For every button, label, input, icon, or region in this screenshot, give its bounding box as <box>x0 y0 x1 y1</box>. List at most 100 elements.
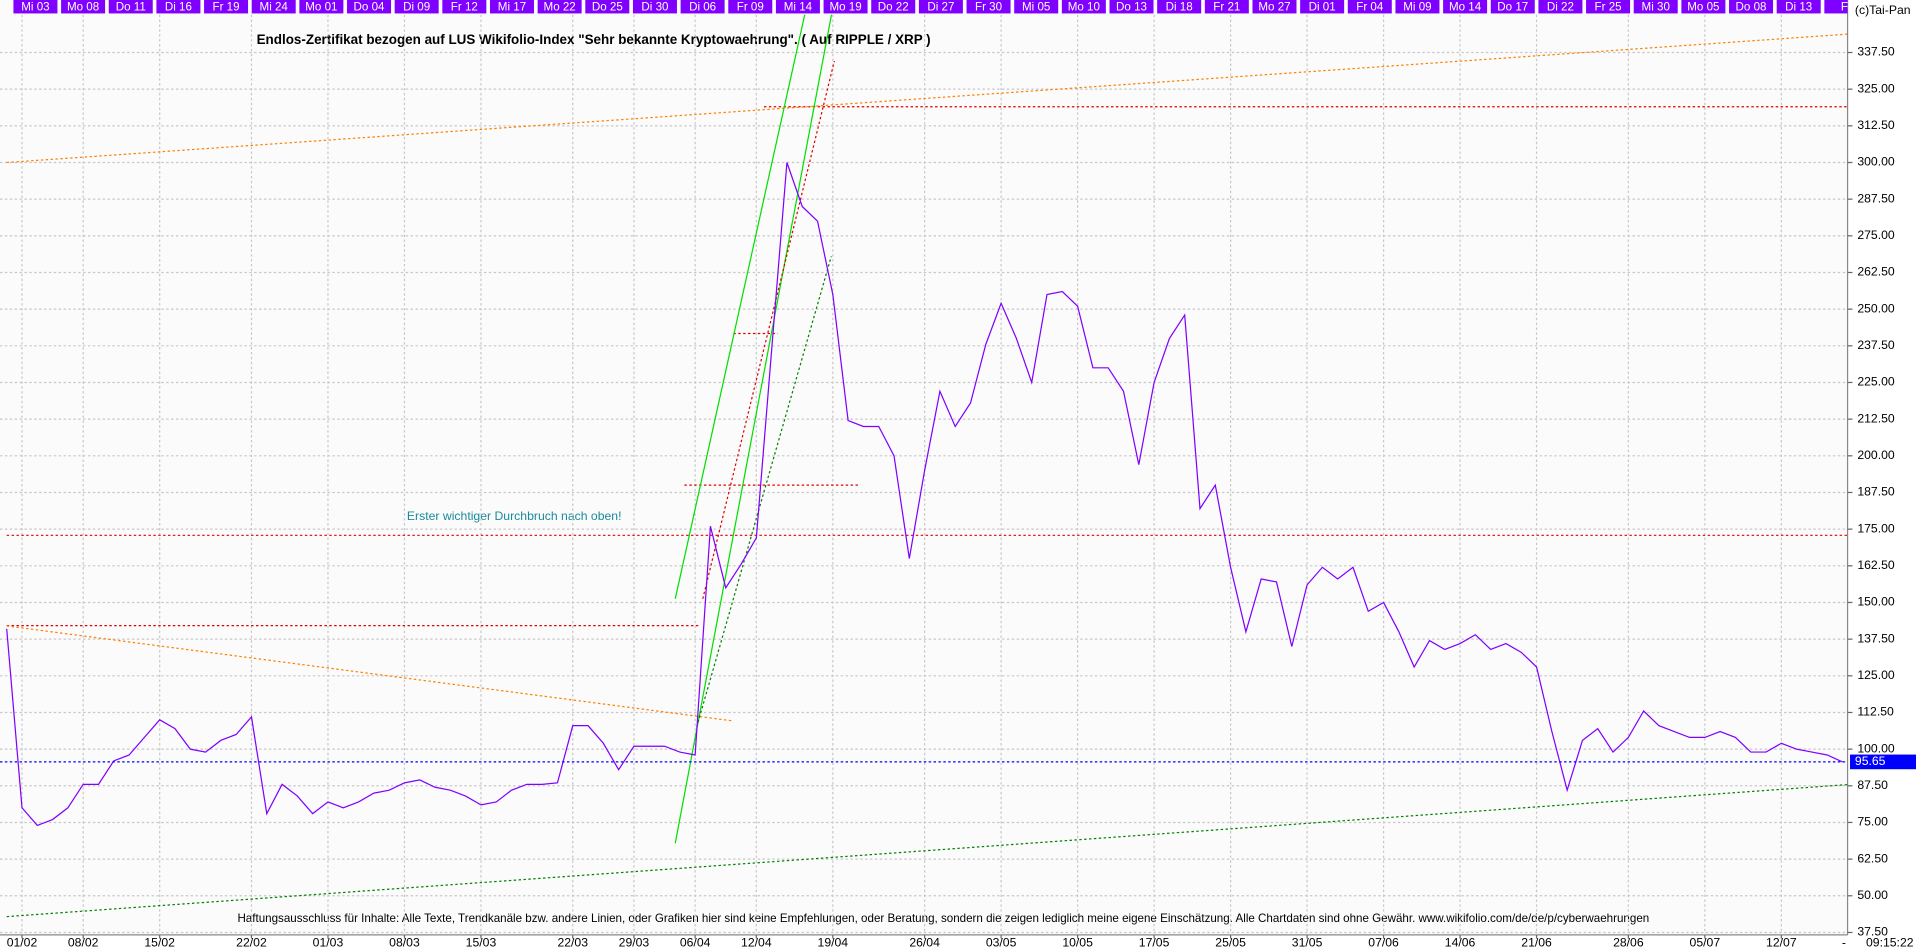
x-tick-label: 25/05 <box>1215 936 1246 950</box>
top-label: Di 27 <box>927 0 954 13</box>
y-tick-label: 37.50 <box>1857 925 1888 939</box>
top-label-box <box>632 0 677 14</box>
top-label: Do 04 <box>354 0 385 13</box>
chart-title: Endlos-Zertifikat bezogen auf LUS Wikifo… <box>257 32 931 47</box>
top-label: Fr 21 <box>1213 0 1240 13</box>
y-tick-label: 212.50 <box>1857 411 1895 425</box>
y-tick-label: 200.00 <box>1857 448 1895 462</box>
x-tick-label: 12/04 <box>741 936 772 950</box>
y-tick-label: 262.50 <box>1857 265 1895 279</box>
top-label-box <box>1347 0 1392 14</box>
y-tick-label: 62.50 <box>1857 851 1888 865</box>
top-label-box <box>1538 0 1583 14</box>
top-label: Mi 30 <box>1642 0 1670 13</box>
y-tick-label: 125.00 <box>1857 668 1895 682</box>
x-tick-label: 10/05 <box>1062 936 1093 950</box>
top-label-box <box>1252 0 1297 14</box>
top-label-box <box>299 0 344 14</box>
top-label-box <box>13 0 58 14</box>
y-tick-label: 175.00 <box>1857 521 1895 535</box>
top-label: Do 22 <box>878 0 909 13</box>
plot-area <box>0 0 1848 935</box>
top-label: Fr <box>1841 0 1852 13</box>
plot-layer <box>0 14 1848 935</box>
price-line <box>6 162 1843 827</box>
top-label-box <box>680 0 725 14</box>
x-tick-label: 06/04 <box>680 936 711 950</box>
top-label-box <box>61 0 106 14</box>
x-tick-label: 22/03 <box>557 936 588 950</box>
time-marker: - <box>1842 936 1846 950</box>
x-tick-label: 22/02 <box>236 936 267 950</box>
top-label: Di 06 <box>689 0 716 13</box>
y-tick-label: 150.00 <box>1857 595 1895 609</box>
y-tick-label: 50.00 <box>1857 888 1888 902</box>
last-value-box <box>1850 754 1916 770</box>
top-label: Mi 14 <box>784 0 813 13</box>
y-tick-label: 87.50 <box>1857 778 1888 792</box>
y-tick-label: 100.00 <box>1857 741 1895 755</box>
top-label: Mo 19 <box>829 0 861 13</box>
top-label-box <box>251 0 296 14</box>
y-tick-label: 337.50 <box>1857 45 1895 59</box>
x-tick-label: 26/04 <box>909 936 940 950</box>
top-label: Mo 05 <box>1687 0 1719 13</box>
x-tick-label: 29/03 <box>619 936 650 950</box>
last-value-label: 95.65 <box>1855 754 1886 768</box>
x-tick-label: 08/02 <box>68 936 99 950</box>
top-label-box <box>108 0 153 14</box>
x-tick-label: 07/06 <box>1368 936 1399 950</box>
top-label-box <box>156 0 201 14</box>
top-label-box <box>918 0 963 14</box>
top-label: Fr 09 <box>737 0 764 13</box>
x-tick-label: 21/06 <box>1521 936 1552 950</box>
top-label-box <box>966 0 1011 14</box>
top-label: Mo 10 <box>1068 0 1100 13</box>
trend-line <box>674 14 833 844</box>
top-label: Do 13 <box>1116 0 1147 13</box>
top-label: Di 16 <box>165 0 192 13</box>
annotation: Erster wichtiger Durchbruch nach oben! <box>407 509 622 523</box>
top-label-box <box>1633 0 1678 14</box>
top-label: Di 18 <box>1166 0 1193 13</box>
x-tick-label: 01/02 <box>7 936 38 950</box>
y-tick-label: 312.50 <box>1857 118 1895 132</box>
top-label-box <box>1681 0 1726 14</box>
trend-line <box>702 60 835 599</box>
top-label: Mi 09 <box>1403 0 1431 13</box>
trend-line <box>674 14 806 599</box>
top-label-box <box>728 0 773 14</box>
top-label: Mi 05 <box>1022 0 1050 13</box>
top-label: Mo 08 <box>67 0 99 13</box>
x-tick-label: 15/03 <box>466 936 497 950</box>
x-tick-label: 19/04 <box>818 936 849 950</box>
top-label-box <box>1204 0 1249 14</box>
copyright: (c)Tai-Pan <box>1855 3 1911 17</box>
top-label: Mi 17 <box>498 0 526 13</box>
y-tick-label: 325.00 <box>1857 81 1895 95</box>
y-tick-label: 75.00 <box>1857 815 1888 829</box>
top-bar: Mi 03 Mo 08 Do 11 Di 16 Fr 19 Mi 24 Mo 01 Do 04… <box>13 0 1852 14</box>
top-label-box <box>1586 0 1631 14</box>
top-label-box <box>1157 0 1202 14</box>
top-label-box <box>871 0 916 14</box>
y-tick-label: 287.50 <box>1857 191 1895 205</box>
top-label-box <box>1061 0 1106 14</box>
y-tick-label: 137.50 <box>1857 631 1895 645</box>
top-label: Fr 25 <box>1595 0 1622 13</box>
top-label-box <box>1824 0 1848 14</box>
x-tick-label: 17/05 <box>1139 936 1170 950</box>
time: 09:15:22 <box>1866 936 1914 950</box>
top-label: Di 09 <box>403 0 430 13</box>
x-tick-label: 03/05 <box>986 936 1017 950</box>
top-label-box <box>537 0 582 14</box>
top-label-box <box>1300 0 1345 14</box>
y-tick-label: 300.00 <box>1857 155 1895 169</box>
top-label-box <box>775 0 820 14</box>
top-label-box <box>823 0 868 14</box>
top-label: Fr 19 <box>213 0 240 13</box>
y-tick-label: 187.50 <box>1857 485 1895 499</box>
top-label: Mi 24 <box>260 0 289 13</box>
y-tick-label: 237.50 <box>1857 338 1895 352</box>
top-label-box <box>1014 0 1059 14</box>
